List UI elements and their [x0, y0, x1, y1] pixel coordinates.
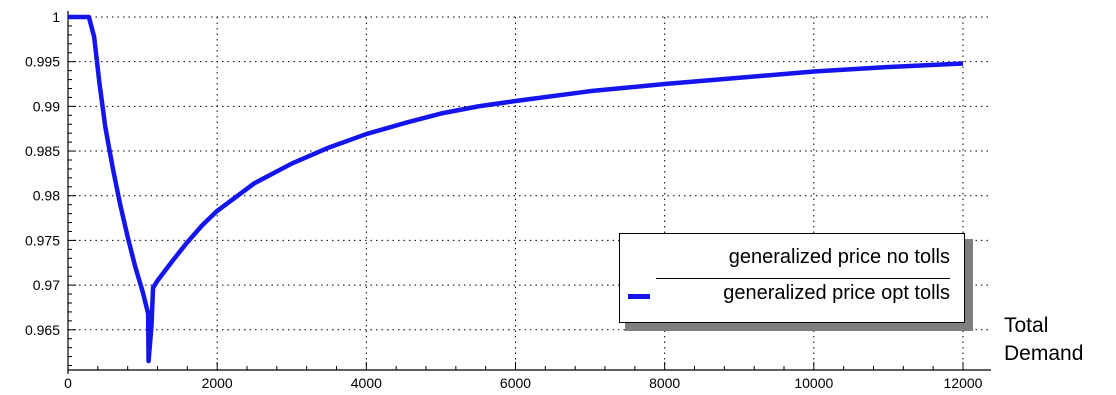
x-axis-title: Total Demand [1004, 312, 1083, 368]
y-tick-label: 0.98 [33, 188, 60, 204]
x-tick-label: 6000 [500, 375, 531, 391]
x-tick-labels: 0 2000 4000 6000 8000 10000 12000 [64, 375, 983, 391]
x-axis-title-line-2: Demand [1004, 342, 1084, 365]
y-tick-label: 0.995 [25, 54, 60, 70]
axes [67, 11, 991, 374]
x-tick-label: 12000 [944, 375, 983, 391]
y-tick-label: 0.99 [33, 98, 60, 114]
legend-item-opt-tolls: generalized price opt tolls [723, 282, 950, 304]
x-axis-title-line-1: Total [1004, 314, 1049, 337]
x-tick-label: 0 [64, 375, 72, 391]
y-tick-label: 0.975 [25, 232, 60, 248]
x-tick-label: 2000 [202, 375, 233, 391]
grid-lines [68, 16, 991, 370]
y-tick-label: 1 [52, 9, 60, 25]
legend-divider [656, 278, 950, 279]
series-lines [68, 14, 964, 364]
x-tick-label: 8000 [649, 375, 680, 391]
y-tick-label: 0.97 [33, 277, 60, 293]
x-tick-label: 4000 [351, 375, 382, 391]
legend: generalized price no tolls generalized p… [619, 233, 965, 323]
x-tick-label: 10000 [794, 375, 833, 391]
series-line-1 [68, 14, 964, 364]
y-tick-label: 0.965 [25, 322, 60, 338]
legend-swatch-opt-tolls [628, 294, 650, 299]
legend-item-no-tolls: generalized price no tolls [728, 246, 950, 268]
y-tick-labels: 0.965 0.97 0.975 0.98 0.985 0.99 0.995 1 [25, 9, 60, 338]
y-tick-label: 0.985 [25, 143, 60, 159]
